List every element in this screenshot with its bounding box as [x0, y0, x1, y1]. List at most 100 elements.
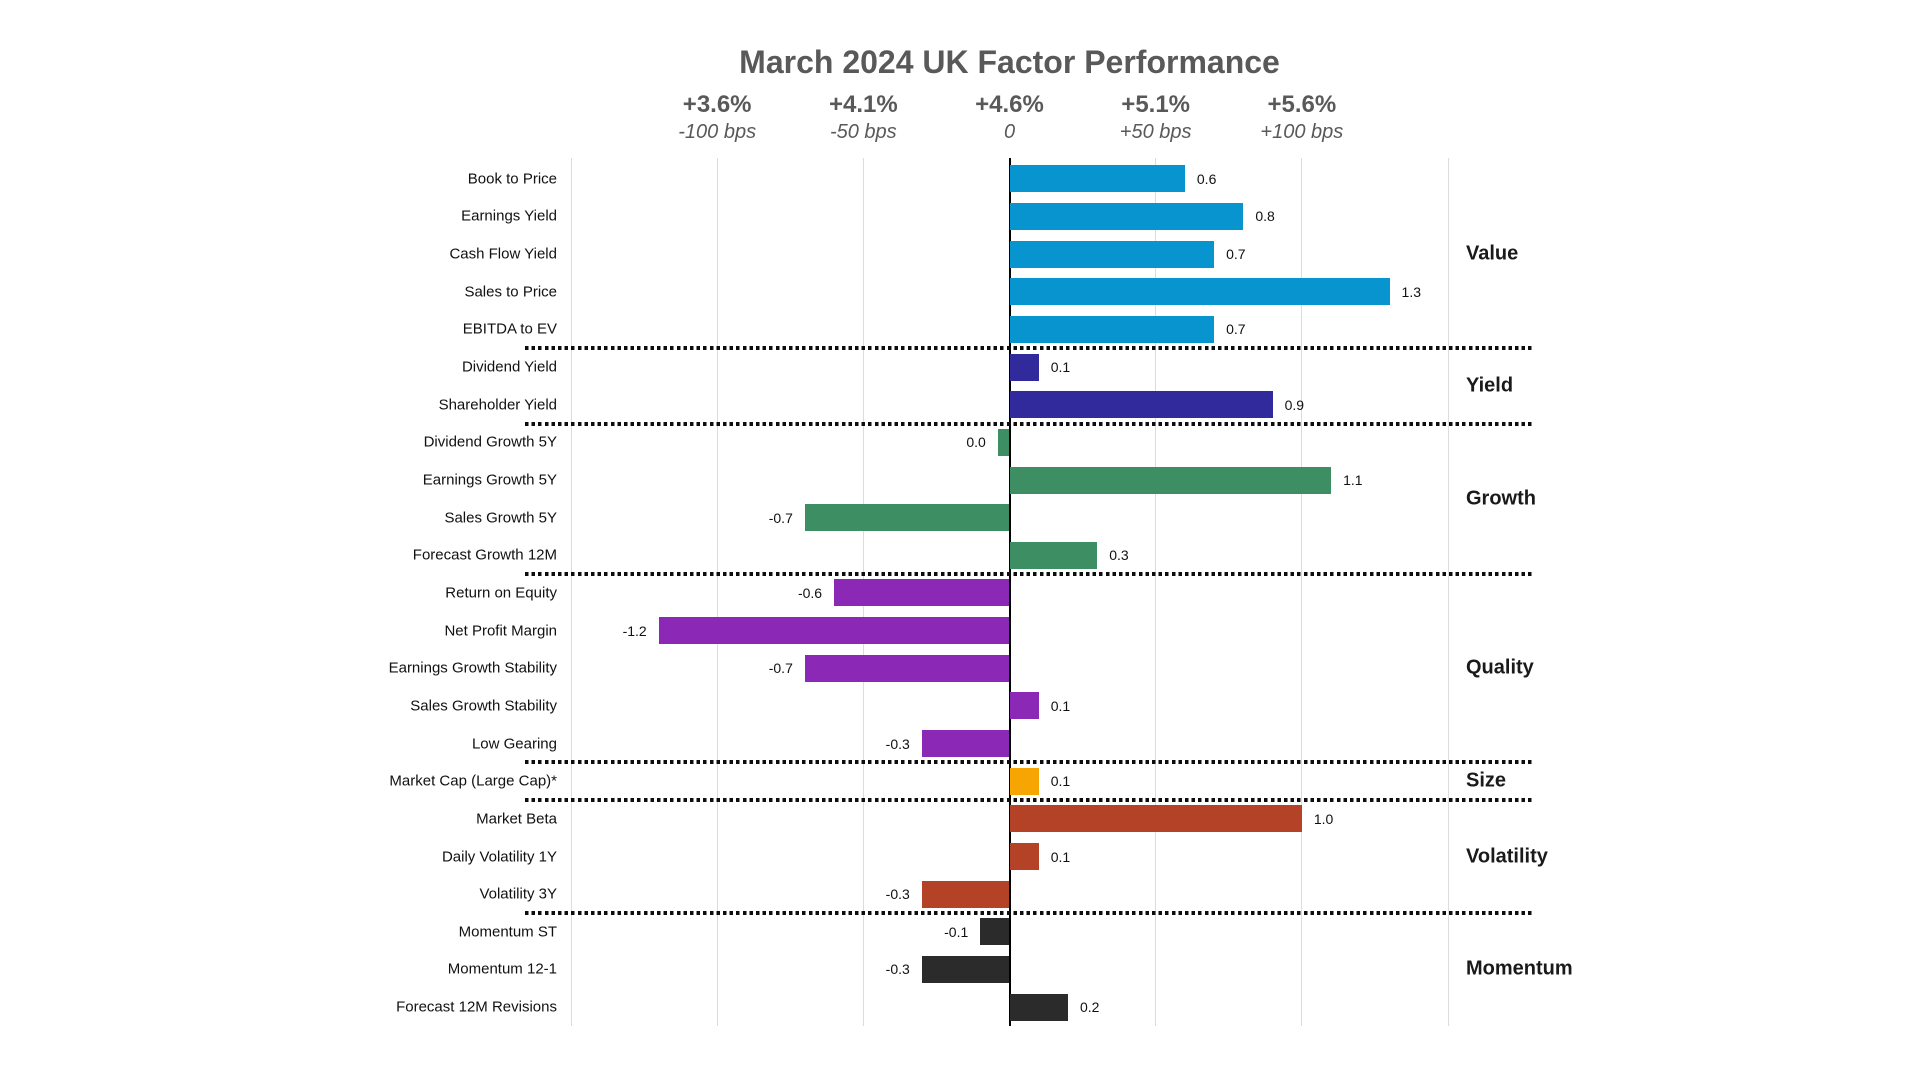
- factor-bar: [834, 579, 1010, 607]
- factor-bar: [997, 428, 1010, 456]
- factor-bar: [980, 918, 1010, 946]
- category-label-size: Size: [1466, 769, 1507, 792]
- bar-value-label: 1.1: [1343, 472, 1363, 489]
- factor-bar: [921, 880, 1010, 908]
- factor-row-label: Book to Price: [467, 170, 557, 188]
- bar-value-label: 0.9: [1284, 396, 1305, 413]
- factor-row-label: EBITDA to EV: [462, 320, 557, 338]
- bar-value-label: -0.7: [768, 660, 793, 677]
- factor-row-label: Daily Volatility 1Y: [441, 848, 557, 866]
- axis-bps-label: -50 bps: [829, 121, 897, 143]
- factor-row-label: Sales Growth Stability: [410, 697, 557, 715]
- factor-bar: [921, 730, 1010, 758]
- factor-row-label: Shareholder Yield: [438, 396, 557, 414]
- section-separator: [525, 346, 1532, 351]
- factor-row-label: Market Beta: [476, 810, 557, 828]
- section-separator: [525, 572, 1532, 577]
- factor-bar: [1009, 466, 1332, 494]
- category-label-quality: Quality: [1466, 656, 1534, 679]
- bar-value-label: 0.7: [1226, 246, 1246, 263]
- factor-row-label: Dividend Yield: [461, 358, 557, 376]
- factor-row-label: Earnings Growth Stability: [388, 659, 557, 677]
- factor-bar: [1009, 278, 1390, 306]
- section-separator: [525, 911, 1532, 915]
- bar-value-label: -0.3: [885, 735, 910, 752]
- section-separator: [525, 798, 1532, 803]
- factor-row-label: Forecast Growth 12M: [412, 546, 557, 564]
- factor-bar: [1009, 805, 1302, 833]
- factor-bar: [1009, 541, 1098, 569]
- factor-bar: [1009, 240, 1215, 268]
- bar-value-label: -1.2: [622, 622, 647, 639]
- gridline: [1301, 158, 1303, 1026]
- factor-bar: [1009, 843, 1039, 871]
- gridline: [1447, 158, 1449, 1026]
- bar-value-label: 0.1: [1050, 359, 1071, 376]
- factor-bar: [1009, 993, 1068, 1021]
- axis-pct-label: +3.6%: [682, 91, 752, 118]
- factor-bar: [1009, 202, 1244, 230]
- bar-value-label: 0.1: [1050, 697, 1071, 714]
- factor-row-label: Dividend Growth 5Y: [423, 433, 557, 451]
- factor-bar: [1009, 391, 1273, 419]
- factor-row-label: Earnings Yield: [461, 207, 557, 225]
- factor-row-label: Cash Flow Yield: [449, 245, 557, 263]
- factor-bar: [804, 654, 1010, 682]
- bar-value-label: 0.7: [1226, 321, 1246, 338]
- bar-value-label: 0.3: [1109, 547, 1129, 564]
- bar-value-label: -0.1: [944, 923, 969, 940]
- section-separator: [525, 421, 1532, 426]
- bar-value-label: -0.3: [885, 961, 910, 978]
- bar-value-label: -0.6: [797, 584, 823, 601]
- axis-pct-label: +5.1%: [1121, 91, 1191, 118]
- bar-value-label: 0.8: [1255, 208, 1275, 225]
- axis-bps-label: 0: [1003, 121, 1016, 143]
- category-label-value: Value: [1466, 242, 1519, 265]
- factor-bar: [804, 504, 1010, 532]
- category-label-yield: Yield: [1466, 374, 1514, 397]
- factor-bar: [921, 955, 1010, 983]
- bar-value-label: 0.0: [966, 434, 986, 451]
- axis-pct-label: +4.1%: [828, 91, 898, 118]
- bar-value-label: 0.1: [1050, 773, 1071, 790]
- axis-pct-label: +4.6%: [975, 91, 1044, 118]
- factor-row-label: Sales to Price: [464, 283, 557, 301]
- factor-bar: [1009, 692, 1039, 720]
- factor-row-label: Momentum 12-1: [447, 960, 557, 978]
- gridline: [716, 158, 718, 1026]
- axis-bps-label: +100 bps: [1260, 121, 1344, 143]
- bar-value-label: 1.0: [1313, 810, 1334, 827]
- factor-bar: [658, 617, 1010, 645]
- bar-value-label: 0.6: [1196, 170, 1217, 187]
- gridline: [1155, 158, 1157, 1026]
- factor-row-label: Forecast 12M Revisions: [396, 998, 557, 1016]
- bar-value-label: 0.2: [1079, 999, 1100, 1016]
- factor-bar: [1009, 165, 1185, 193]
- factor-bar: [1009, 767, 1039, 795]
- bar-value-label: -0.3: [885, 886, 910, 903]
- factor-bar: [1009, 315, 1215, 343]
- bar-value-label: -0.7: [768, 509, 793, 526]
- axis-pct-label: +5.6%: [1267, 91, 1337, 118]
- factor-row-label: Low Gearing: [471, 735, 557, 753]
- factor-row-label: Earnings Growth 5Y: [422, 471, 557, 489]
- category-label-growth: Growth: [1466, 487, 1536, 510]
- section-separator: [525, 760, 1532, 765]
- factor-row-label: Net Profit Margin: [444, 622, 557, 640]
- factor-row-label: Return on Equity: [445, 584, 557, 602]
- axis-bps-label: +50 bps: [1119, 121, 1192, 143]
- axis-bps-label: -100 bps: [678, 121, 757, 143]
- category-label-volatility: Volatility: [1466, 845, 1548, 868]
- factor-row-label: Momentum ST: [458, 923, 557, 941]
- factor-row-label: Volatility 3Y: [479, 885, 557, 903]
- category-label-momentum: Momentum: [1466, 957, 1573, 980]
- factor-bar: [1009, 353, 1039, 381]
- zero-axis-line: [1008, 158, 1011, 1026]
- bar-value-label: 0.1: [1050, 848, 1071, 865]
- factor-row-label: Market Cap (Large Cap)*: [389, 772, 557, 790]
- bar-value-label: 1.3: [1401, 283, 1421, 300]
- factor-row-label: Sales Growth 5Y: [444, 509, 557, 527]
- gridline: [570, 158, 572, 1026]
- chart-title: March 2024 UK Factor Performance: [739, 44, 1280, 80]
